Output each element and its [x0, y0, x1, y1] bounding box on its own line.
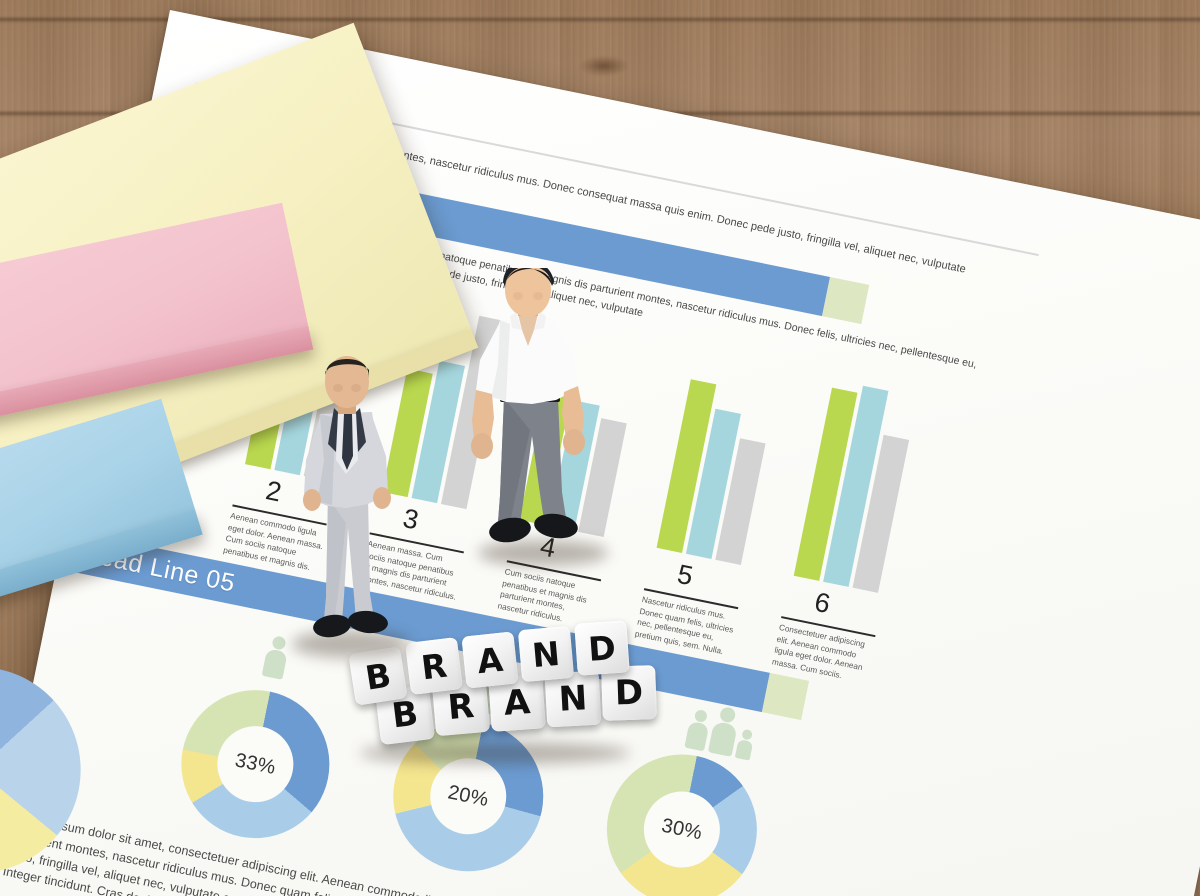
bar-group-number: 5 [674, 558, 696, 592]
person-body [734, 738, 754, 761]
brand-cubes-shadow [360, 742, 630, 764]
person-body [261, 648, 288, 680]
person-head [718, 705, 737, 724]
header-green-tab [761, 672, 810, 721]
wood-knot [580, 56, 628, 76]
brand-cube-top-A: A [461, 631, 519, 689]
person-body [683, 720, 709, 752]
donut-center-label: 30% [659, 814, 705, 844]
person-head [741, 728, 754, 741]
donut-hole: 20% [423, 751, 514, 842]
donut-chart-30: 30% [593, 741, 771, 896]
donut-center-label: 20% [446, 780, 491, 811]
donut-chart-33: 33% [168, 676, 343, 852]
white-shirt-man-shadow [478, 540, 608, 566]
header-green-tab [822, 276, 870, 325]
wood-plank-seam [0, 18, 1200, 22]
bar-group-number: 6 [812, 586, 833, 620]
brand-cube-top-N: N [517, 625, 575, 683]
white-shirt-man-svg [471, 260, 585, 543]
person-icon [734, 728, 756, 761]
businessman-svg [303, 356, 391, 638]
person-body [707, 720, 738, 757]
figurine-businessman-grey-suit [276, 348, 416, 648]
brand-cube-top-D: D [574, 620, 630, 676]
businessman-shadow [292, 630, 410, 658]
figurine-man-white-shirt [444, 260, 624, 568]
donut-hole: 30% [637, 784, 727, 875]
donut-hole: 33% [210, 719, 301, 809]
person-head [693, 708, 708, 723]
donut-center-label: 33% [233, 748, 278, 779]
